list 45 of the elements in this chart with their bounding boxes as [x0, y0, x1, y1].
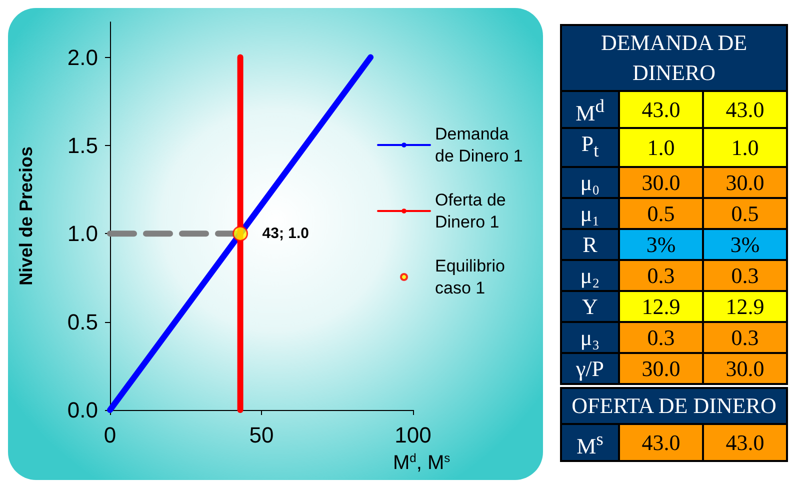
text: 1.0: [731, 135, 759, 160]
category-label: μ₁: [580, 200, 600, 226]
text: 0.5: [731, 200, 759, 226]
text: 1.0: [647, 135, 675, 160]
y-tick-label: 0.0: [67, 398, 98, 422]
legend-label: Equilibrio caso 1: [435, 256, 510, 298]
y-axis-title: Nivel de Precios: [16, 146, 36, 286]
text: DEMANDA DE DINERO: [561, 25, 787, 91]
category-label: γ/P: [576, 356, 604, 381]
text: 0.3: [647, 262, 675, 288]
text: 12.9: [726, 294, 764, 319]
text: OFERTA DE DINERO: [561, 388, 787, 424]
category-label: P$_{t}$: [581, 131, 599, 161]
text: 3%: [730, 232, 760, 257]
text: 43.0: [726, 430, 764, 456]
text: 30.0: [642, 170, 680, 195]
x-tick-label: 50: [249, 422, 274, 448]
text: 0.5: [647, 200, 675, 226]
text: 0.3: [731, 262, 759, 288]
category-label: Y: [582, 294, 598, 319]
category-label: R: [582, 232, 598, 257]
text: 43.0: [642, 97, 680, 122]
category-label: μ₀: [580, 170, 600, 195]
text: 43.0: [726, 97, 764, 122]
category-label: M$^{d}$: [576, 96, 604, 126]
y-tick-label: 0.5: [67, 309, 98, 334]
text: 12.9: [642, 294, 680, 319]
x-tick-label: 0: [104, 422, 116, 448]
y-tick-label: 1.0: [67, 221, 98, 246]
category-label: μ₃: [580, 324, 600, 350]
legend-label: Oferta de Dinero 1: [435, 190, 511, 232]
text: 3%: [646, 232, 676, 257]
text: 43.0: [642, 430, 680, 456]
y-tick-label: 1.5: [67, 132, 98, 158]
category-label: μ₂: [580, 262, 600, 288]
x-tick-label: 100: [394, 422, 432, 448]
legend-label: Demanda de Dinero 1: [435, 124, 523, 166]
category-label: M$^{s}$: [576, 429, 604, 458]
text: 30.0: [726, 170, 764, 195]
annotation: 43; 1.0: [262, 225, 309, 242]
text: 0.3: [647, 324, 675, 350]
text: 30.0: [642, 356, 680, 381]
y-tick-label: 2.0: [67, 44, 98, 70]
text: 0.3: [731, 324, 759, 350]
text: 30.0: [726, 356, 764, 381]
